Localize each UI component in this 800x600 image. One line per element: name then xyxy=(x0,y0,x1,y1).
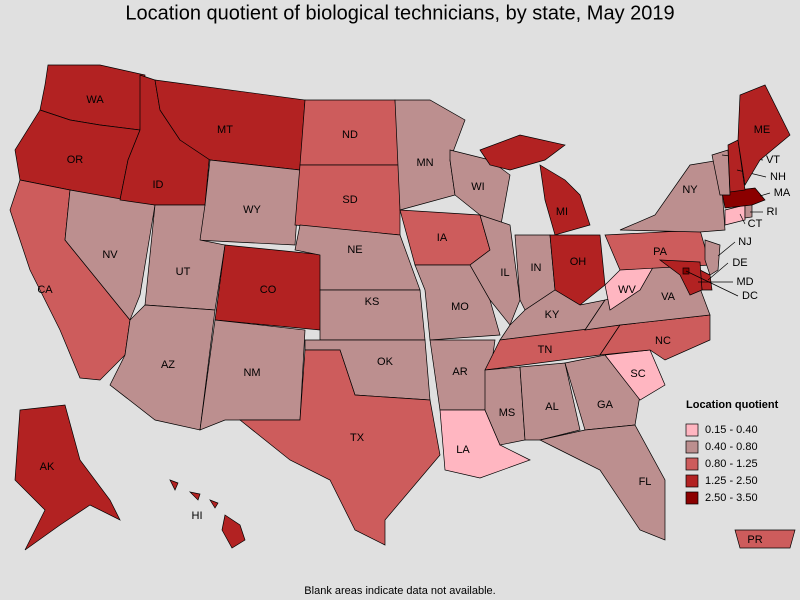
state-label: MT xyxy=(217,124,233,136)
state-label: DC xyxy=(742,290,758,302)
state-label: FL xyxy=(639,476,652,488)
state-shape xyxy=(188,491,201,501)
state-shape xyxy=(549,234,606,306)
state-label: VA xyxy=(661,291,676,303)
state-label: AK xyxy=(40,461,55,473)
state-label: NV xyxy=(102,249,118,261)
state-label: SC xyxy=(630,368,645,380)
state-shape xyxy=(194,159,301,246)
legend-swatch xyxy=(685,491,699,505)
legend-label: 0.80 - 1.25 xyxy=(705,458,758,470)
state-label: TX xyxy=(350,432,365,444)
state-label: MN xyxy=(416,157,433,169)
state-label: NY xyxy=(682,184,698,196)
state-shape xyxy=(484,366,526,446)
state-shape xyxy=(737,84,791,187)
leader-line xyxy=(739,213,746,225)
state-shape xyxy=(109,304,216,431)
state-shape xyxy=(704,239,721,276)
legend-label: 1.25 - 2.50 xyxy=(705,475,758,487)
state-label: HI xyxy=(192,510,203,522)
state-shape xyxy=(209,499,219,509)
state-label: IL xyxy=(500,267,509,279)
state-shape xyxy=(169,479,179,491)
state-label: OK xyxy=(377,356,394,368)
state-label: DE xyxy=(732,257,747,269)
leader-line xyxy=(759,192,771,197)
state-label: NJ xyxy=(738,236,751,248)
legend-swatch xyxy=(685,423,699,437)
state-label: MO xyxy=(451,301,469,313)
state-shape xyxy=(539,164,591,236)
leader-line xyxy=(685,270,739,297)
state-label: SD xyxy=(342,194,357,206)
state-label: AL xyxy=(545,401,558,413)
state-shape xyxy=(221,514,246,549)
state-label: LA xyxy=(456,444,470,456)
state-label: NE xyxy=(347,244,362,256)
state-label: NC xyxy=(655,335,671,347)
state-label: CT xyxy=(748,218,763,230)
state-label: WI xyxy=(471,181,484,193)
state-label: OH xyxy=(570,256,587,268)
state-shape xyxy=(721,187,766,209)
state-shape xyxy=(658,259,703,296)
legend-swatch xyxy=(685,457,699,471)
state-label: PR xyxy=(747,534,762,546)
state-label: KS xyxy=(365,296,380,308)
state-label: GA xyxy=(597,399,614,411)
state-label: MI xyxy=(556,206,568,218)
state-shape xyxy=(479,134,566,171)
state-label: RI xyxy=(767,206,778,218)
state-shape xyxy=(14,404,121,551)
map-title: Location quotient of biological technici… xyxy=(125,2,674,24)
state-label: WV xyxy=(618,284,636,296)
state-label: AR xyxy=(452,366,467,378)
state-shape xyxy=(727,139,746,193)
state-label: NH xyxy=(770,171,786,183)
state-label: AZ xyxy=(161,359,175,371)
state-label: MD xyxy=(736,276,753,288)
state-label: VT xyxy=(766,154,780,166)
legend-label: 2.50 - 3.50 xyxy=(705,492,758,504)
state-label: ID xyxy=(153,179,164,191)
state-shape xyxy=(519,362,581,441)
state-label: IN xyxy=(531,262,542,274)
state-label: KY xyxy=(545,309,560,321)
legend-label: 0.40 - 0.80 xyxy=(705,441,758,453)
state-label: UT xyxy=(176,266,191,278)
state-shape xyxy=(734,529,796,549)
state-label: OR xyxy=(67,154,84,166)
leader-line xyxy=(717,241,736,257)
state-shape xyxy=(469,214,521,326)
state-label: CO xyxy=(260,284,277,296)
state-shape xyxy=(744,204,753,219)
state-label: IA xyxy=(437,232,448,244)
state-label: ND xyxy=(342,129,358,141)
footnote: Blank areas indicate data not available. xyxy=(304,585,495,597)
state-label: PA xyxy=(653,246,668,258)
state-label: NM xyxy=(243,367,260,379)
legend-label: 0.15 - 0.40 xyxy=(705,424,758,436)
state-label: TN xyxy=(538,344,553,356)
state-label: WY xyxy=(243,204,261,216)
state-label: WA xyxy=(86,94,104,106)
state-shape xyxy=(711,149,731,196)
state-label: ME xyxy=(754,124,771,136)
state-label: MS xyxy=(499,407,516,419)
state-shape xyxy=(239,349,441,546)
legend-swatch xyxy=(685,440,699,454)
legend-swatch xyxy=(685,474,699,488)
state-label: CA xyxy=(37,284,53,296)
leader-line xyxy=(707,262,729,281)
state-label: MA xyxy=(774,187,791,199)
state-shape xyxy=(538,424,666,541)
legend-title: Location quotient xyxy=(686,399,779,411)
